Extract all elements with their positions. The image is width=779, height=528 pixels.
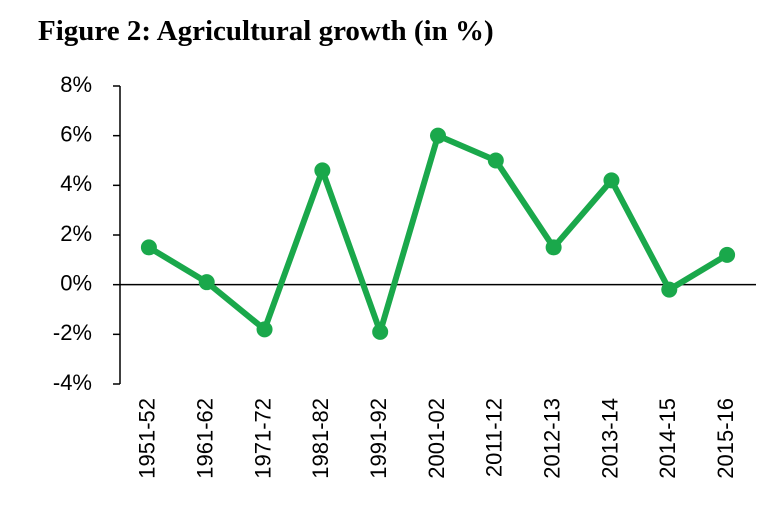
x-tick-label: 2012-13 [539, 398, 564, 479]
data-line [147, 132, 729, 335]
y-tick-label: 2% [60, 221, 92, 246]
data-point [140, 239, 157, 256]
x-tick-label: 1981-82 [308, 398, 333, 479]
data-point [545, 239, 562, 256]
x-tick-label: 1991-92 [366, 398, 391, 479]
data-point [198, 274, 215, 291]
data-point [256, 321, 273, 338]
data-point [487, 152, 504, 169]
x-tick-label: 2014-15 [655, 398, 680, 479]
data-point [314, 162, 331, 179]
chart-title: Figure 2: Agricultural growth (in %) [38, 15, 494, 47]
data-point [603, 172, 620, 189]
y-tick-label: 6% [60, 121, 92, 146]
x-tick-label: 1951-52 [135, 398, 160, 479]
y-tick-label: -2% [53, 320, 92, 345]
data-point [372, 323, 389, 340]
data-point [430, 127, 446, 144]
y-tick-label: 4% [60, 171, 92, 196]
data-point [661, 281, 678, 298]
x-tick-label: 2001-02 [424, 398, 449, 479]
x-tick-label: 2015-16 [713, 398, 738, 479]
y-tick-label: -4% [53, 370, 92, 395]
x-tick-label: 2011-12 [482, 398, 507, 477]
x-tick-label: 1971-72 [250, 398, 275, 479]
x-tick-label: 2013-14 [597, 398, 622, 479]
data-point [719, 246, 736, 263]
y-tick-label: 8% [60, 72, 92, 97]
y-tick-label: 0% [60, 270, 92, 295]
x-tick-label: 1961-62 [193, 398, 218, 479]
